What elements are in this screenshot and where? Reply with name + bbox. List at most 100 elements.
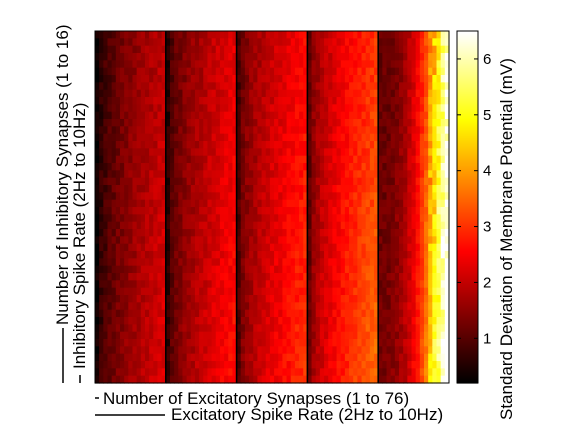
heatmap-cell bbox=[128, 287, 134, 296]
heatmap-cell bbox=[303, 119, 308, 127]
heatmap-cell bbox=[324, 75, 329, 83]
heatmap-cell bbox=[328, 243, 333, 252]
heatmap-cell bbox=[157, 295, 163, 303]
heatmap-cell bbox=[124, 104, 129, 113]
heatmap-cell bbox=[161, 185, 167, 193]
heatmap-cell bbox=[261, 111, 267, 120]
heatmap-cell bbox=[161, 163, 167, 171]
heatmap-cell bbox=[199, 31, 204, 39]
colorbar-step bbox=[457, 173, 478, 176]
heatmap-cell bbox=[186, 45, 192, 54]
heatmap-cell bbox=[178, 331, 184, 340]
heatmap-cell bbox=[344, 258, 350, 267]
heatmap-cell bbox=[428, 119, 433, 127]
heatmap-cell bbox=[236, 302, 242, 311]
heatmap-cell bbox=[199, 89, 204, 98]
heatmap-cell bbox=[107, 331, 113, 340]
heatmap-cell bbox=[349, 324, 354, 333]
heatmap-cell bbox=[224, 53, 229, 61]
heatmap-cell bbox=[311, 280, 317, 289]
heatmap-cell bbox=[307, 89, 313, 98]
heatmap-cell bbox=[361, 361, 367, 369]
heatmap-cell bbox=[115, 75, 121, 83]
heatmap-cell bbox=[324, 236, 329, 245]
heatmap-cell bbox=[303, 339, 308, 347]
heatmap-cell bbox=[411, 82, 417, 91]
heatmap-cell bbox=[419, 324, 425, 333]
heatmap-cell bbox=[157, 309, 163, 318]
heatmap-cell bbox=[336, 251, 342, 259]
heatmap-cell bbox=[244, 251, 250, 259]
heatmap-cell bbox=[419, 236, 425, 245]
heatmap-cell bbox=[340, 295, 346, 303]
heatmap-cell bbox=[215, 339, 221, 347]
heatmap-cell bbox=[286, 207, 292, 215]
heatmap-cell bbox=[240, 199, 246, 208]
heatmap-cell bbox=[344, 89, 350, 98]
heatmap-cell bbox=[344, 170, 350, 179]
heatmap-cell bbox=[178, 111, 184, 120]
heatmap-cell bbox=[353, 67, 358, 76]
heatmap-cell bbox=[124, 302, 129, 311]
heatmap-cell bbox=[324, 97, 329, 105]
heatmap-cell bbox=[157, 75, 163, 83]
heatmap-cell bbox=[307, 361, 313, 369]
heatmap-cell bbox=[211, 324, 217, 333]
heatmap-cell bbox=[215, 346, 221, 355]
heatmap-cell bbox=[111, 31, 117, 39]
heatmap-cell bbox=[153, 170, 159, 179]
heatmap-cell bbox=[253, 339, 259, 347]
heatmap-cell bbox=[444, 170, 450, 179]
heatmap-cell bbox=[190, 339, 196, 347]
heatmap-cell bbox=[432, 89, 438, 98]
heatmap-cell bbox=[265, 31, 271, 39]
heatmap-cell bbox=[107, 104, 113, 113]
heatmap-cell bbox=[136, 258, 142, 267]
heatmap-cell bbox=[328, 82, 333, 91]
heatmap-cell bbox=[107, 119, 113, 127]
heatmap-cell bbox=[307, 236, 313, 245]
heatmap-cell bbox=[286, 236, 292, 245]
heatmap-cell bbox=[286, 155, 292, 164]
heatmap-cell bbox=[415, 192, 421, 201]
heatmap-cell bbox=[253, 229, 259, 237]
heatmap-cell bbox=[153, 207, 159, 215]
heatmap-cell bbox=[240, 148, 246, 157]
heatmap-cell bbox=[153, 185, 159, 193]
heatmap-cell bbox=[403, 221, 408, 230]
heatmap-cell bbox=[186, 353, 192, 362]
heatmap-cell bbox=[215, 133, 221, 142]
heatmap-cell bbox=[399, 375, 404, 384]
heatmap-cell bbox=[253, 324, 259, 333]
heatmap-cell bbox=[194, 170, 200, 179]
heatmap-cell bbox=[215, 31, 221, 39]
heatmap-cell bbox=[286, 295, 292, 303]
heatmap-cell bbox=[157, 89, 163, 98]
heatmap-cell bbox=[265, 273, 271, 281]
heatmap-cell bbox=[99, 141, 104, 149]
heatmap-cell bbox=[232, 75, 238, 83]
heatmap-cell bbox=[403, 295, 408, 303]
heatmap-cell bbox=[419, 126, 425, 135]
heatmap-cell bbox=[174, 82, 179, 91]
heatmap-cell bbox=[107, 265, 113, 274]
colorbar-step bbox=[457, 299, 478, 302]
heatmap-cell bbox=[182, 177, 188, 186]
heatmap-cell bbox=[324, 163, 329, 171]
heatmap-cell bbox=[165, 60, 171, 69]
colorbar-step bbox=[457, 325, 478, 328]
heatmap-cell bbox=[119, 280, 125, 289]
heatmap-cell bbox=[315, 126, 321, 135]
heatmap-cell bbox=[178, 67, 184, 76]
heatmap-cell bbox=[336, 236, 342, 245]
heatmap-cell bbox=[374, 31, 379, 39]
heatmap-cell bbox=[165, 45, 171, 54]
heatmap-cell bbox=[119, 302, 125, 311]
heatmap-cell bbox=[357, 207, 363, 215]
heatmap-cell bbox=[311, 75, 317, 83]
heatmap-cell bbox=[303, 111, 308, 120]
heatmap-cell bbox=[95, 258, 100, 267]
heatmap-cell bbox=[136, 353, 142, 362]
heatmap-cell bbox=[140, 331, 146, 340]
heatmap-cell bbox=[203, 155, 209, 164]
